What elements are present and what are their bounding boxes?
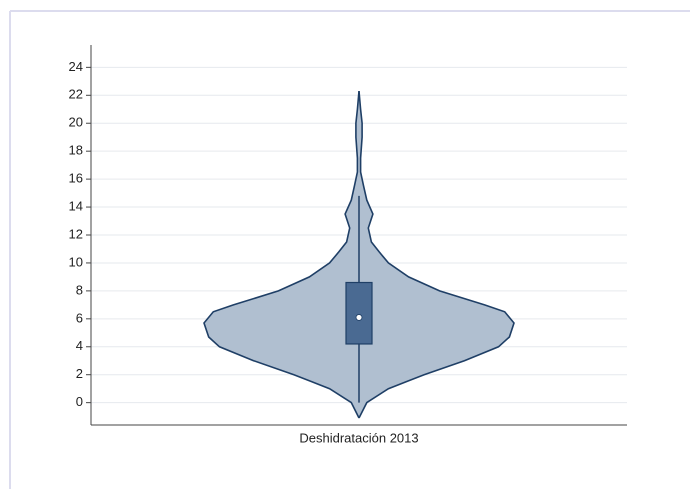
y-tick-label: 4	[76, 338, 83, 353]
y-tick-label: 20	[69, 115, 83, 130]
median	[355, 314, 363, 321]
box	[345, 281, 373, 345]
y-tick-label: 24	[69, 59, 83, 74]
y-tick-label: 14	[69, 198, 83, 213]
x-tick-label: Deshidratación 2013	[299, 430, 418, 445]
y-tick-label: 22	[69, 87, 83, 102]
y-tick-label: 10	[69, 254, 83, 269]
violin-outline-right	[358, 91, 515, 419]
y-tick-label: 16	[69, 171, 83, 186]
y-tick-label: 0	[76, 394, 83, 409]
y-tick-label: 12	[69, 226, 83, 241]
y-tick-label: 8	[76, 282, 83, 297]
y-tick-label: 6	[76, 310, 83, 325]
violin-outline-left	[203, 91, 360, 419]
y-tick-label: 2	[76, 366, 83, 381]
y-tick-label: 18	[69, 143, 83, 158]
